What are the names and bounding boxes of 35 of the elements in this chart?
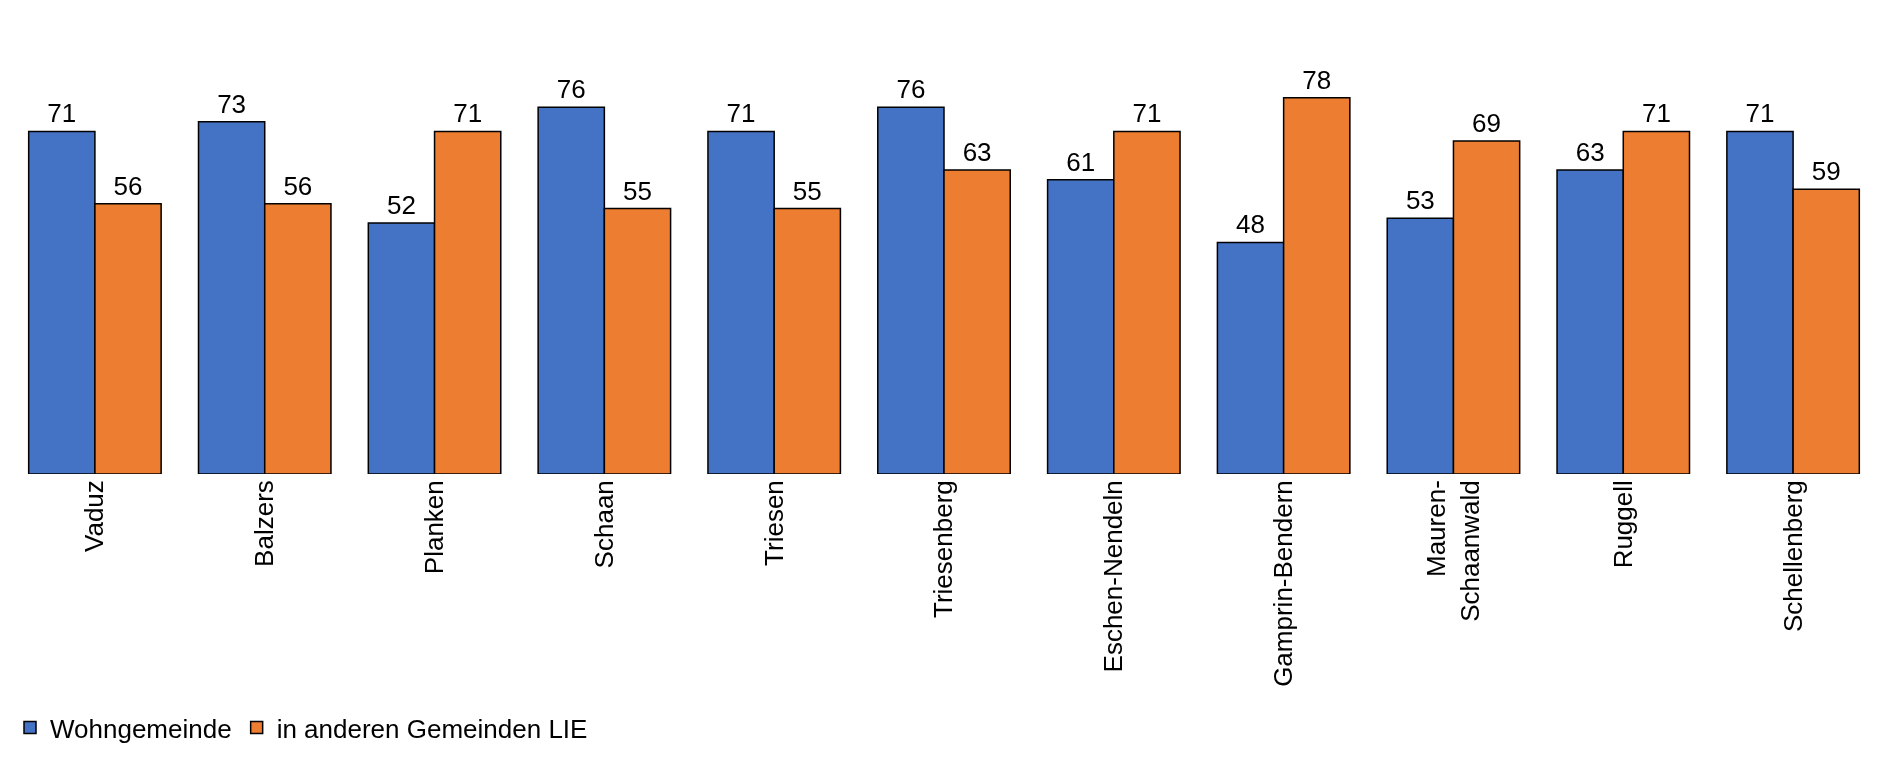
data-label: 71 (453, 98, 483, 129)
x-tick-label: Eschen-Nendeln (1098, 480, 1129, 673)
data-label: 53 (1405, 185, 1435, 216)
x-tick-label: Schaan (588, 480, 619, 569)
data-label: 71 (1641, 98, 1671, 129)
x-tick-label: Balzers (249, 480, 280, 567)
data-label: 48 (1236, 209, 1265, 240)
data-label: 69 (1472, 108, 1502, 139)
data-label: 63 (962, 137, 992, 168)
x-tick-label: Schellenberg (1777, 480, 1808, 632)
x-tick-label: Planken (419, 480, 449, 575)
data-label: 56 (283, 170, 313, 201)
data-label: 55 (792, 175, 822, 206)
data-label: 56 (113, 170, 143, 201)
x-tick-label: Gamprin-Bendern (1268, 480, 1299, 687)
data-label: 71 (1132, 98, 1162, 129)
x-tick-label: Ruggell (1607, 480, 1638, 569)
data-label: 71 (726, 98, 756, 129)
x-tick-label: Triesenberg (928, 480, 959, 618)
data-label: 52 (386, 190, 416, 221)
data-label: 76 (556, 74, 586, 105)
x-tick-label: Triesen (758, 480, 789, 566)
data-label: 78 (1302, 64, 1332, 95)
data-label: 73 (217, 88, 247, 119)
data-label: 55 (623, 175, 652, 206)
legend-label: in anderen Gemeinden LIE (276, 713, 588, 744)
data-label: 71 (47, 98, 77, 129)
data-label: 76 (896, 74, 926, 105)
data-label: 59 (1811, 156, 1841, 187)
legend-label: Wohngemeinde (50, 713, 232, 744)
data-label: 71 (1745, 98, 1775, 129)
x-tick-label: Vaduz (79, 480, 110, 552)
data-label: 63 (1575, 137, 1605, 168)
data-label: 61 (1066, 146, 1096, 177)
x-tick-label: Mauren- Schaanwald (1421, 480, 1485, 622)
